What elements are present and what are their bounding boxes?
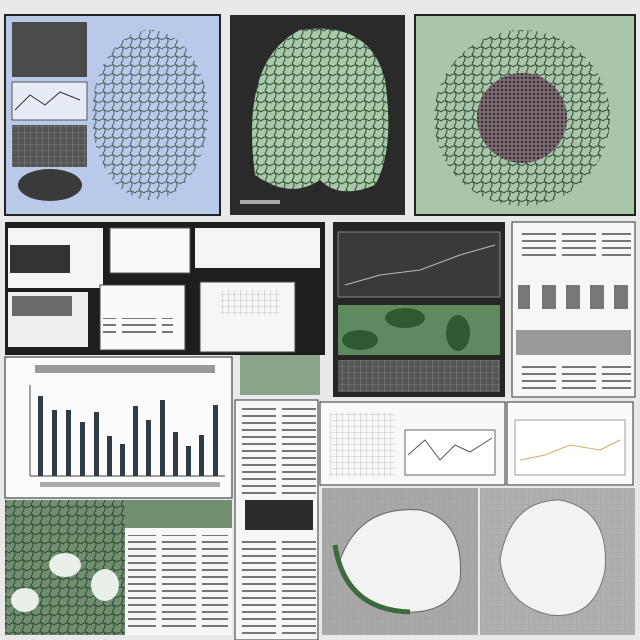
panel-bar-chart-image xyxy=(4,356,233,499)
panel-green-tissue xyxy=(5,500,232,635)
panel-scatter-chart xyxy=(506,401,634,486)
panel-document-collage xyxy=(5,222,325,395)
panel-gray-dome-left xyxy=(322,488,478,635)
panel-gray-bars xyxy=(511,221,636,398)
panel-line-charts xyxy=(319,401,506,486)
panel-blue-cells xyxy=(4,14,221,216)
panel-gray-dome-right xyxy=(480,488,635,635)
panel-dark-dome xyxy=(230,15,405,215)
panel-green-cell xyxy=(414,14,636,216)
panel-text-document xyxy=(234,399,319,640)
panel-dark-chart xyxy=(333,222,505,397)
